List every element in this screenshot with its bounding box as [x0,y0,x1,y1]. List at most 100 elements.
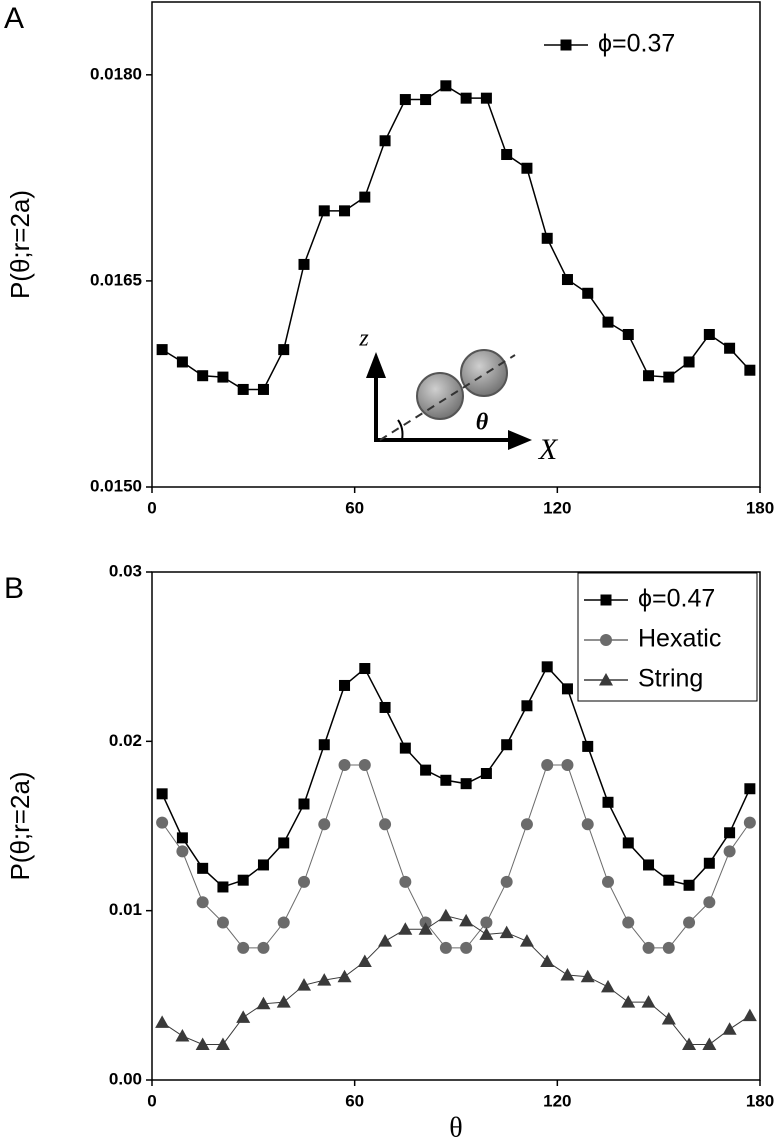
marker [582,740,594,752]
marker [683,916,696,929]
marker [682,1037,697,1050]
marker [683,879,695,891]
marker [196,896,209,909]
marker [724,827,736,839]
marker [581,818,594,831]
marker [622,916,635,929]
inset-label: θ [476,410,489,436]
marker [641,995,656,1008]
marker [237,383,249,395]
marker [358,759,371,772]
marker [663,874,675,886]
marker [703,328,715,340]
marker [743,816,756,829]
marker [379,701,391,713]
marker [519,934,534,947]
marker [702,1037,717,1050]
marker [379,818,392,831]
y-tick-label: 0.0165 [90,270,142,289]
marker [661,1012,676,1025]
marker [622,837,634,849]
marker [480,768,492,780]
marker [602,796,614,808]
marker [357,954,372,967]
marker [156,344,168,356]
marker [459,913,474,927]
marker [420,764,432,776]
legend-label: ϕ=0.37 [598,30,675,58]
y-tick-label: 0.01 [109,900,142,919]
x-tick-label: 120 [543,1091,571,1110]
marker [298,258,310,270]
marker [560,968,575,981]
x-tick-label: 60 [345,498,364,517]
y-tick-label: 0.02 [109,731,142,750]
marker [521,162,533,174]
marker [582,287,594,299]
x-tick-label: 180 [746,498,774,517]
y-tick-label: 0.03 [109,561,142,580]
marker [217,371,229,383]
plot-frame [151,571,761,1081]
legend-label: ϕ=0.47 [638,585,715,613]
panel-label: A [4,2,24,35]
marker [257,383,269,395]
marker [703,857,715,869]
marker [317,973,332,986]
inset-label: X [538,433,559,466]
marker [176,845,189,858]
marker [176,356,188,368]
marker [521,700,533,712]
marker [500,875,513,888]
marker [499,925,514,939]
inset-label: z [358,326,369,352]
marker [501,739,513,751]
y-axis-label: P(θ;r=2a) [5,771,35,880]
marker [501,149,513,161]
legend-marker [560,39,572,51]
x-tick-label: 0 [147,498,156,517]
marker [643,370,655,382]
series-line [161,764,751,949]
legend-marker [600,634,612,646]
marker [540,954,555,967]
marker [318,739,330,751]
marker [359,191,371,203]
marker [175,1028,190,1042]
marker [197,862,209,874]
marker [236,1010,251,1023]
panel-label: B [4,572,24,605]
marker [580,969,595,983]
marker [237,941,250,954]
series-line [161,84,751,391]
legend-marker [599,673,613,686]
legend-marker [600,594,612,606]
marker [561,683,573,695]
marker [278,344,290,356]
marker [440,80,452,92]
x-tick-label: 120 [543,498,571,517]
marker [399,875,412,888]
marker [662,941,675,954]
marker [601,979,615,993]
marker [622,328,634,340]
marker [257,859,269,871]
marker [439,941,452,954]
marker [561,274,573,286]
x-axis-label: θ [449,1112,462,1143]
marker [378,934,393,947]
marker [276,995,291,1008]
marker [156,816,169,829]
marker [520,818,533,831]
marker [541,232,553,244]
y-tick-label: 0.0180 [90,64,142,83]
marker [724,342,736,354]
x-tick-label: 0 [147,1091,156,1110]
legend-label: Hexatic [638,625,721,653]
marker [277,916,290,929]
marker [418,922,433,935]
marker [479,927,494,940]
marker [541,661,553,673]
marker [297,978,311,991]
y-tick-label: 0.0150 [90,476,142,495]
